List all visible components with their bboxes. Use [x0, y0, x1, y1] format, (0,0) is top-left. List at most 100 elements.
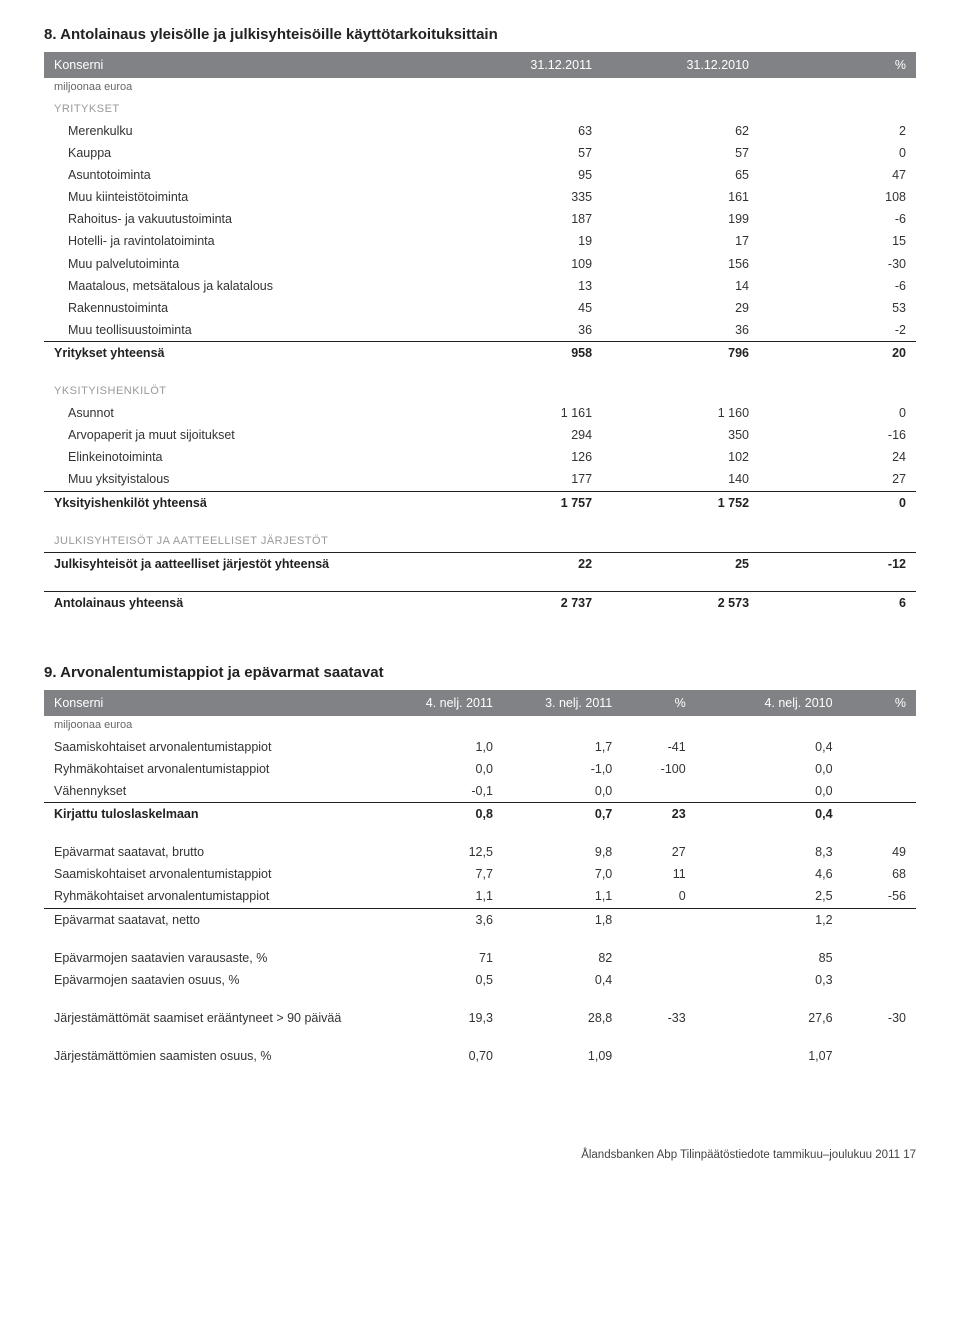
cell: 0,7 [503, 803, 622, 826]
cell: 294 [445, 424, 602, 446]
cell: 24 [759, 446, 916, 468]
table-row: Epävarmojen saatavien varausaste, %71828… [44, 947, 916, 969]
cell: -41 [622, 736, 695, 758]
row-label: Muu teollisuustoiminta [44, 319, 445, 342]
cell: 1,07 [696, 1045, 843, 1067]
row-label: Ryhmäkohtaiset arvonalentumistappiot [44, 758, 393, 780]
cell: 156 [602, 253, 759, 275]
cell: 6 [759, 591, 916, 614]
table-row: Muu teollisuustoiminta3636-2 [44, 319, 916, 342]
cell: -2 [759, 319, 916, 342]
row-label: Epävarmojen saatavien osuus, % [44, 969, 393, 991]
row-label: Asuntotoiminta [44, 164, 445, 186]
cell: 57 [602, 142, 759, 164]
table-header-row: Konserni 31.12.2011 31.12.2010 % [44, 52, 916, 78]
section9-title: 9. Arvonalentumistappiot ja epävarmat sa… [44, 662, 916, 684]
cell: -56 [843, 885, 916, 908]
cell [843, 908, 916, 931]
cell: 68 [843, 863, 916, 885]
table-row: Saamiskohtaiset arvonalentumistappiot7,7… [44, 863, 916, 885]
category-row: YRITYKSET [44, 98, 916, 120]
cell: 1,1 [503, 885, 622, 908]
cell: -100 [622, 758, 695, 780]
table-row: Muu yksityistalous17714027 [44, 468, 916, 491]
cell: 28,8 [503, 1007, 622, 1029]
row-label: Vähennykset [44, 780, 393, 803]
subtotal-label: Yritykset yhteensä [44, 342, 445, 365]
cell: 1,0 [393, 736, 503, 758]
cell: 11 [622, 863, 695, 885]
cell: 4,6 [696, 863, 843, 885]
subtotal-label: Julkisyhteisöt ja aatteelliset järjestöt… [44, 552, 445, 575]
hdr-col: 31.12.2010 [602, 52, 759, 78]
cell: 8,3 [696, 841, 843, 863]
cell [622, 1045, 695, 1067]
grand-total-row: Antolainaus yhteensä 2 737 2 573 6 [44, 591, 916, 614]
cell: 19 [445, 230, 602, 252]
cell: 47 [759, 164, 916, 186]
row-label: Kauppa [44, 142, 445, 164]
cell: 20 [759, 342, 916, 365]
cell: 0,0 [696, 758, 843, 780]
cell: -12 [759, 552, 916, 575]
table-row: Epävarmojen saatavien osuus, %0,50,40,3 [44, 969, 916, 991]
cell: 36 [602, 319, 759, 342]
cell: 0 [759, 402, 916, 424]
cell: -16 [759, 424, 916, 446]
cell [843, 969, 916, 991]
cell: 27 [759, 468, 916, 491]
cell: 796 [602, 342, 759, 365]
cell: 109 [445, 253, 602, 275]
table-row: Rahoitus- ja vakuutustoiminta187199-6 [44, 208, 916, 230]
cell: 13 [445, 275, 602, 297]
table-section8: Konserni 31.12.2011 31.12.2010 % miljoon… [44, 52, 916, 614]
cell: 0,0 [503, 780, 622, 803]
cell: 9,8 [503, 841, 622, 863]
row-label: Rahoitus- ja vakuutustoiminta [44, 208, 445, 230]
cell: 53 [759, 297, 916, 319]
table-row: Maatalous, metsätalous ja kalatalous1314… [44, 275, 916, 297]
cell [843, 736, 916, 758]
cell: 63 [445, 120, 602, 142]
subtotal-label: Yksityishenkilöt yhteensä [44, 491, 445, 514]
row-label: Merenkulku [44, 120, 445, 142]
cell: 36 [445, 319, 602, 342]
row-label: Arvopaperit ja muut sijoitukset [44, 424, 445, 446]
cell: 140 [602, 468, 759, 491]
cell: 1,09 [503, 1045, 622, 1067]
cell: 1 161 [445, 402, 602, 424]
page-footer: Ålandsbanken Abp Tilinpäätöstiedote tamm… [44, 1147, 916, 1164]
cell: 161 [602, 186, 759, 208]
cell: 23 [622, 803, 695, 826]
cell: 2 737 [445, 591, 602, 614]
cell: 62 [602, 120, 759, 142]
cell: 1,2 [696, 908, 843, 931]
table-row: Järjestämättömät saamiset erääntyneet > … [44, 1007, 916, 1029]
cell: 85 [696, 947, 843, 969]
cell: -30 [759, 253, 916, 275]
cell: 0,4 [696, 736, 843, 758]
hdr-col: 3. nelj. 2011 [503, 690, 622, 716]
cell: 0,4 [503, 969, 622, 991]
hdr-col: 4. nelj. 2010 [696, 690, 843, 716]
category-label: YKSITYISHENKILÖT [44, 380, 445, 402]
cell: 2 [759, 120, 916, 142]
cell: 49 [843, 841, 916, 863]
cell: 108 [759, 186, 916, 208]
table-row: Muu palvelutoiminta109156-30 [44, 253, 916, 275]
cell: 0,0 [393, 758, 503, 780]
table-section9: Konserni 4. nelj. 2011 3. nelj. 2011 % 4… [44, 690, 916, 1068]
grand-total-label: Antolainaus yhteensä [44, 591, 445, 614]
cell: 65 [602, 164, 759, 186]
row-label: Hotelli- ja ravintolatoiminta [44, 230, 445, 252]
cell: 177 [445, 468, 602, 491]
cell: 335 [445, 186, 602, 208]
row-label: Muu palvelutoiminta [44, 253, 445, 275]
cell [843, 1045, 916, 1067]
row-label: Epävarmat saatavat, brutto [44, 841, 393, 863]
cell: -33 [622, 1007, 695, 1029]
row-label: Järjestämättömien saamisten osuus, % [44, 1045, 393, 1067]
row-label: Ryhmäkohtaiset arvonalentumistappiot [44, 885, 393, 908]
cell: 199 [602, 208, 759, 230]
cell: 0,5 [393, 969, 503, 991]
